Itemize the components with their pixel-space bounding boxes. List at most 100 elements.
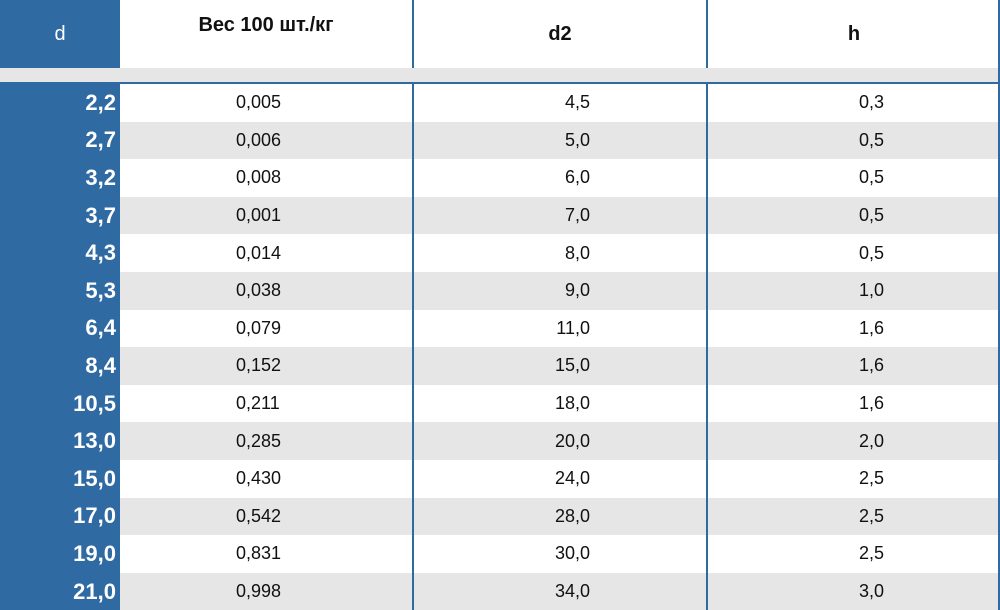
cell-d: 17,0 [0,497,120,536]
cell-d: 6,4 [0,309,120,348]
header-weight: Вес 100 шт./кг [198,14,334,36]
cell-d: 10,5 [0,384,120,423]
cell-h: 2,5 [708,498,1000,536]
column-divider [412,84,414,610]
cell-value: 28,0 [554,505,590,526]
cell-h: 1,6 [708,347,1000,385]
table-body: 2,2 0,005 4,5 0,3 2,7 0,006 5,0 0,5 3,2 0,008 6,0 0… [0,84,1000,610]
cell-d2: 6,0 [414,159,706,197]
cell-value: 3,0 [858,581,884,602]
cell-value: 9,0 [564,280,590,301]
column-divider [706,84,708,610]
cell-value: 1,0 [858,280,884,301]
cell-value: 2,0 [858,430,884,451]
row-background [120,84,1000,122]
cell-value: 0,001 [236,205,282,226]
cell-weight: 0,430 [120,460,412,498]
cell-value: 7,0 [564,205,590,226]
cell-value: 30,0 [554,543,590,564]
table-row: 5,3 0,038 9,0 1,0 [0,271,1000,310]
cell-value: 15,0 [554,355,590,376]
table-row: 3,7 0,001 7,0 0,5 [0,196,1000,235]
cell-d2: 24,0 [414,460,706,498]
cell-value: 0,5 [858,167,884,188]
cell-value: 34,0 [554,581,590,602]
cell-d: 19,0 [0,535,120,573]
cell-weight: 0,038 [120,272,412,310]
table-row: 21,0 0,998 34,0 3,0 [0,572,1000,610]
cell-value: 8,0 [564,242,590,263]
cell-value: 1,6 [858,355,884,376]
cell-d2: 15,0 [414,347,706,385]
cell-d: 5,3 [0,271,120,310]
header-separator [0,68,1000,84]
cell-weight: 0,079 [120,310,412,348]
column-divider [412,0,414,68]
cell-h: 1,6 [708,310,1000,348]
cell-h: 1,6 [708,385,1000,423]
cell-value: 0,998 [236,581,282,602]
cell-d2: 20,0 [414,422,706,460]
row-background [120,459,1000,498]
header-d2: d2 [548,22,572,45]
cell-weight: 0,014 [120,234,412,272]
cell-d: 2,2 [0,84,120,122]
row-background [120,309,1000,348]
cell-value: 2,5 [858,543,884,564]
cell-value: 0,008 [236,167,282,188]
row-background [120,271,1000,310]
cell-h: 0,5 [708,122,1000,160]
cell-d2: 11,0 [414,310,706,348]
table-row: 19,0 0,831 30,0 2,5 [0,535,1000,573]
cell-value: 0,285 [236,430,282,451]
cell-d2: 7,0 [414,197,706,235]
cell-value: 0,038 [236,280,282,301]
cell-value: 2,5 [858,468,884,489]
cell-weight: 0,005 [120,84,412,122]
cell-value: 2,5 [858,505,884,526]
cell-d: 3,7 [0,196,120,235]
cell-value: 0,014 [236,242,282,263]
cell-weight: 0,542 [120,498,412,536]
cell-value: 0,211 [236,393,280,414]
cell-value: 0,3 [858,92,884,113]
cell-h: 2,5 [708,535,1000,573]
cell-d2: 9,0 [414,272,706,310]
cell-weight: 0,001 [120,197,412,235]
header-d: d [0,0,120,68]
cell-value: 18,0 [554,393,590,414]
table-row: 2,2 0,005 4,5 0,3 [0,84,1000,122]
cell-value: 6,0 [564,167,590,188]
cell-h: 1,0 [708,272,1000,310]
row-background [120,384,1000,423]
cell-weight: 0,998 [120,573,412,610]
header-h: h [847,22,861,45]
cell-h: 0,5 [708,197,1000,235]
table-row: 17,0 0,542 28,0 2,5 [0,497,1000,536]
row-background [120,497,1000,536]
row-background [120,159,1000,197]
row-background [120,121,1000,160]
cell-d2: 5,0 [414,122,706,160]
cell-d: 4,3 [0,234,120,272]
table-row: 13,0 0,285 20,0 2,0 [0,422,1000,460]
cell-value: 0,5 [858,205,884,226]
cell-h: 0,5 [708,234,1000,272]
cell-d: 2,7 [0,121,120,160]
cell-value: 24,0 [554,468,590,489]
cell-h: 0,3 [708,84,1000,122]
cell-d2: 28,0 [414,498,706,536]
cell-d2: 30,0 [414,535,706,573]
cell-h: 0,5 [708,159,1000,197]
cell-d: 21,0 [0,572,120,610]
table-row: 10,5 0,211 18,0 1,6 [0,384,1000,423]
table-row: 15,0 0,430 24,0 2,5 [0,459,1000,498]
cell-value: 0,542 [236,505,282,526]
cell-d2: 34,0 [414,573,706,610]
row-background [120,234,1000,272]
cell-weight: 0,006 [120,122,412,160]
cell-d2: 8,0 [414,234,706,272]
cell-h: 2,5 [708,460,1000,498]
cell-d: 15,0 [0,459,120,498]
